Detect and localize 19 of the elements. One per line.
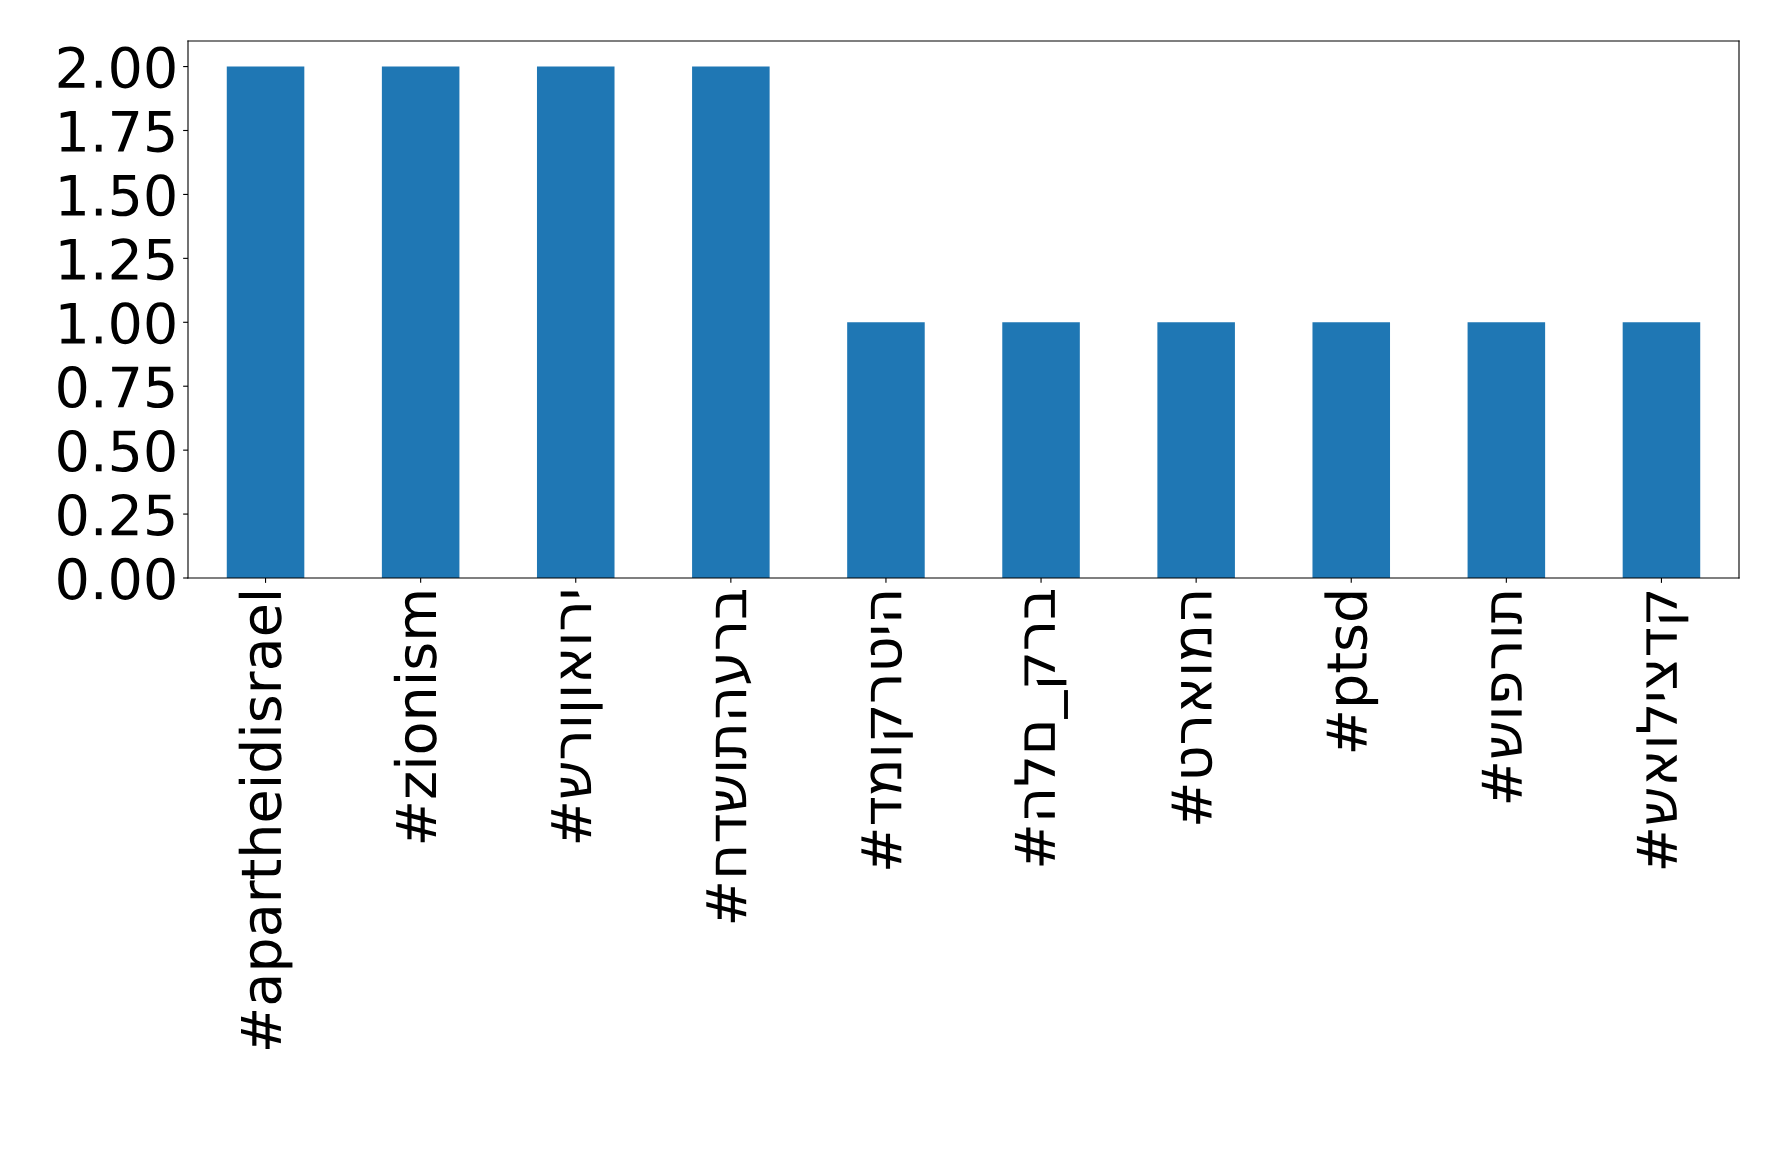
x-tick-label: #zionism — [393, 592, 437, 843]
y-tick-label: 0.00 — [58, 557, 175, 600]
x-tick-label: #דמוקרטיה — [861, 592, 913, 869]
x-tick-label: #טראומה — [1171, 592, 1213, 824]
y-tick-label: 2.00 — [58, 46, 175, 89]
y-tick-label: 0.75 — [58, 366, 174, 409]
y-tick-label: 1.00 — [60, 302, 175, 345]
x-tick-label: #הלם_קרב — [1014, 590, 1068, 866]
x-tick-label: #חדשותהערב — [706, 590, 752, 923]
y-tick-label: 0.25 — [58, 493, 174, 536]
x-tick-label: #apartheidisrael — [238, 592, 293, 1049]
x-tick-label: #שופרות — [1481, 592, 1522, 803]
x-tick-label: #ptsd — [1324, 592, 1379, 752]
y-tick-label: 1.75 — [60, 111, 174, 153]
x-tick-label: #שאוליצדק — [1636, 591, 1689, 869]
y-tick-label: 1.25 — [60, 238, 174, 281]
y-tick-label: 1.50 — [60, 174, 175, 217]
y-tick-label: 0.50 — [58, 430, 175, 473]
x-tick-label: #שרוןואורי — [551, 591, 603, 843]
